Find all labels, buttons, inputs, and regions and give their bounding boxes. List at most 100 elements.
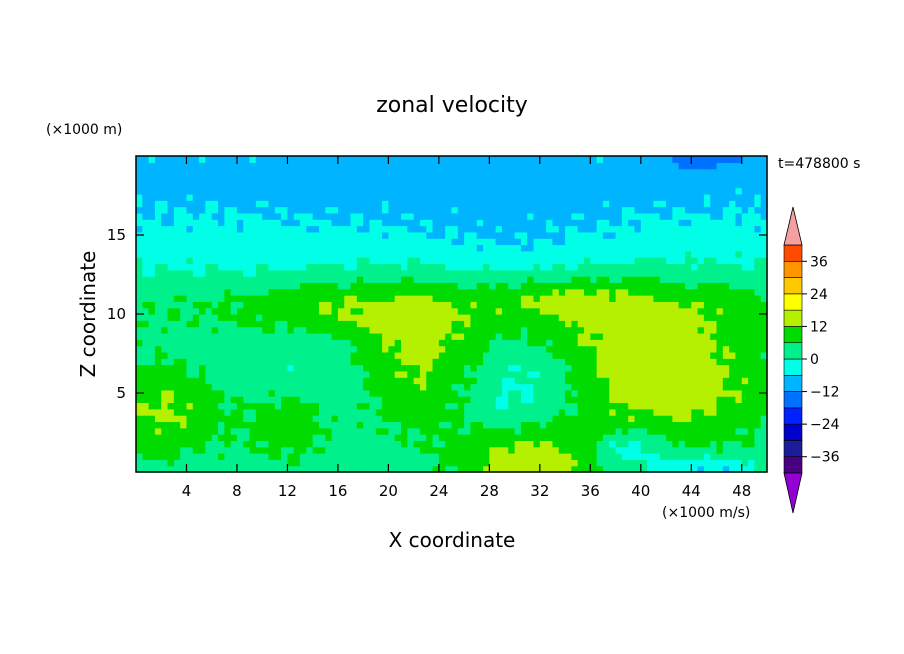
heatmap-cell (710, 288, 718, 296)
heatmap-cell (476, 200, 484, 208)
heatmap-cell (154, 307, 162, 315)
heatmap-cell (274, 162, 282, 170)
heatmap-cell (684, 314, 692, 321)
heatmap-cell (748, 263, 755, 271)
heatmap-cell (602, 250, 610, 258)
heatmap-cell (180, 288, 188, 296)
heatmap-cell (161, 446, 169, 454)
heatmap-cell (741, 206, 749, 214)
heatmap-cell (356, 358, 364, 366)
heatmap-cell (432, 434, 440, 441)
heatmap-cell (697, 408, 705, 416)
heatmap-cell (577, 282, 585, 290)
heatmap-cell (748, 282, 755, 290)
heatmap-cell (501, 206, 509, 214)
heatmap-cell (577, 434, 585, 441)
heatmap-cell (199, 358, 207, 366)
heatmap-cell (710, 345, 718, 353)
heatmap-cell (653, 231, 661, 239)
heatmap-cell (142, 187, 150, 195)
heatmap-cell (672, 389, 680, 397)
heatmap-cell (684, 288, 692, 296)
heatmap-cell (161, 206, 169, 214)
heatmap-cell (337, 238, 345, 246)
heatmap-cell (602, 396, 610, 404)
heatmap-cell (230, 219, 238, 227)
heatmap-cell (457, 465, 465, 473)
heatmap-cell (300, 288, 307, 296)
heatmap-cell (596, 383, 604, 391)
heatmap-cell (672, 377, 680, 385)
heatmap-cell (552, 295, 560, 302)
heatmap-cell (533, 459, 541, 467)
heatmap-cell (192, 244, 200, 252)
heatmap-cell (432, 358, 440, 366)
heatmap-cell (672, 212, 680, 220)
heatmap-cell (684, 168, 692, 176)
heatmap-cell (565, 408, 572, 416)
heatmap-cell (445, 345, 453, 353)
heatmap-cell (445, 225, 453, 233)
heatmap-cell (489, 231, 497, 239)
heatmap-cell (419, 421, 427, 429)
heatmap-cell (230, 193, 238, 201)
heatmap-cell (527, 339, 535, 347)
heatmap-cell (369, 156, 377, 163)
heatmap-cell (432, 212, 440, 220)
heatmap-cell (136, 415, 143, 423)
heatmap-cell (375, 219, 383, 227)
heatmap-cell (230, 383, 238, 391)
heatmap-cell (293, 307, 301, 315)
heatmap-cell (255, 370, 263, 378)
heatmap-cell (552, 288, 560, 296)
heatmap-cell (476, 383, 484, 391)
heatmap-cell (344, 206, 352, 214)
heatmap-cell (495, 402, 503, 410)
heatmap-cell (546, 206, 554, 214)
heatmap-cell (180, 389, 188, 397)
heatmap-cell (419, 332, 427, 340)
heatmap-cell (306, 219, 314, 227)
heatmap-cell (218, 200, 225, 208)
heatmap-cell (192, 465, 200, 473)
heatmap-cell (735, 421, 743, 429)
heatmap-cell (483, 370, 490, 378)
heatmap-cell (628, 326, 636, 334)
heatmap-cell (501, 244, 509, 252)
heatmap-cell (483, 244, 490, 252)
heatmap-cell (653, 162, 661, 170)
heatmap-cell (306, 434, 314, 441)
heatmap-cell (596, 307, 604, 315)
heatmap-cell (136, 326, 143, 334)
heatmap-cell (552, 231, 560, 239)
heatmap-cell (609, 288, 617, 296)
heatmap-cell (419, 320, 427, 328)
heatmap-cell (697, 244, 705, 252)
heatmap-cell (476, 269, 484, 277)
heatmap-cell (268, 415, 276, 423)
heatmap-cell (748, 332, 755, 340)
heatmap-cell (457, 377, 465, 385)
heatmap-cell (369, 276, 377, 283)
heatmap-cell (394, 212, 402, 220)
heatmap-cell (748, 168, 755, 176)
heatmap-cell (571, 383, 579, 391)
heatmap-cell (457, 200, 465, 208)
heatmap-cell (508, 244, 516, 252)
heatmap-cell (489, 244, 497, 252)
heatmap-cell (609, 345, 617, 353)
heatmap-cell (344, 396, 352, 404)
heatmap-cell (293, 427, 301, 435)
heatmap-cell (722, 263, 730, 271)
heatmap-cell (363, 370, 371, 378)
heatmap-cell (224, 282, 232, 290)
heatmap-cell (729, 370, 737, 378)
heatmap-cell (369, 434, 377, 441)
heatmap-cell (489, 212, 497, 220)
heatmap-cell (634, 408, 642, 416)
heatmap-cell (268, 421, 276, 429)
heatmap-cell (300, 187, 307, 195)
heatmap-cell (754, 263, 762, 271)
heatmap-cell (565, 351, 572, 359)
heatmap-cell (274, 244, 282, 252)
